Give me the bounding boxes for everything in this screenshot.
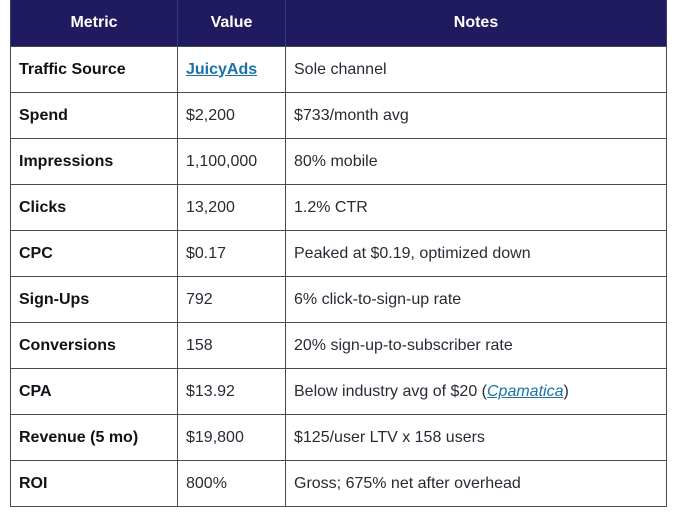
notes-cell: $125/user LTV x 158 users — [285, 414, 667, 461]
metric-cell: CPA — [10, 368, 178, 415]
notes-cell: Peaked at $0.19, optimized down — [285, 230, 667, 277]
notes-cell: 80% mobile — [285, 138, 667, 185]
metric-cell: Spend — [10, 92, 178, 139]
table-row: CPC $0.17 Peaked at $0.19, optimized dow… — [10, 230, 667, 277]
metric-cell: Impressions — [10, 138, 178, 185]
table-row: Spend $2,200 $733/month avg — [10, 92, 667, 139]
juicyads-link[interactable]: JuicyAds — [186, 60, 258, 78]
value-cell: 792 — [177, 276, 286, 323]
notes-cell: 1.2% CTR — [285, 184, 667, 231]
notes-cell: Gross; 675% net after overhead — [285, 460, 667, 507]
notes-cell: $733/month avg — [285, 92, 667, 139]
metric-cell: CPC — [10, 230, 178, 277]
table-row: Sign-Ups 792 6% click-to-sign-up rate — [10, 276, 667, 323]
table-row: Revenue (5 mo) $19,800 $125/user LTV x 1… — [10, 414, 667, 461]
value-cell: JuicyAds — [177, 46, 286, 93]
header-notes: Notes — [285, 0, 667, 47]
metric-cell: Conversions — [10, 322, 178, 369]
table-row: Traffic Source JuicyAds Sole channel — [10, 46, 667, 93]
header-value: Value — [177, 0, 286, 47]
notes-cell: 6% click-to-sign-up rate — [285, 276, 667, 323]
table-row: Clicks 13,200 1.2% CTR — [10, 184, 667, 231]
metric-cell: Sign-Ups — [10, 276, 178, 323]
metric-cell: ROI — [10, 460, 178, 507]
cpamatica-link[interactable]: Cpamatica — [487, 382, 564, 400]
table-row: Conversions 158 20% sign-up-to-subscribe… — [10, 322, 667, 369]
value-cell: 1,100,000 — [177, 138, 286, 185]
notes-text-prefix: Below industry avg of $20 ( — [294, 382, 487, 400]
metric-cell: Traffic Source — [10, 46, 178, 93]
metric-cell: Clicks — [10, 184, 178, 231]
value-cell: $0.17 — [177, 230, 286, 277]
value-cell: $2,200 — [177, 92, 286, 139]
table-row: Impressions 1,100,000 80% mobile — [10, 138, 667, 185]
value-cell: 800% — [177, 460, 286, 507]
table-row: ROI 800% Gross; 675% net after overhead — [10, 460, 667, 507]
notes-cell: Below industry avg of $20 (Cpamatica) — [285, 368, 667, 415]
value-cell: $13.92 — [177, 368, 286, 415]
value-cell: $19,800 — [177, 414, 286, 461]
value-cell: 13,200 — [177, 184, 286, 231]
table-header-row: Metric Value Notes — [10, 0, 667, 47]
value-cell: 158 — [177, 322, 286, 369]
metrics-table-container: Metric Value Notes Traffic Source JuicyA… — [10, 0, 667, 507]
notes-cell: 20% sign-up-to-subscriber rate — [285, 322, 667, 369]
table-row: CPA $13.92 Below industry avg of $20 (Cp… — [10, 368, 667, 415]
header-metric: Metric — [10, 0, 178, 47]
notes-text-suffix: ) — [563, 382, 569, 400]
notes-cell: Sole channel — [285, 46, 667, 93]
metric-cell: Revenue (5 mo) — [10, 414, 178, 461]
metrics-table: Metric Value Notes Traffic Source JuicyA… — [10, 0, 667, 507]
